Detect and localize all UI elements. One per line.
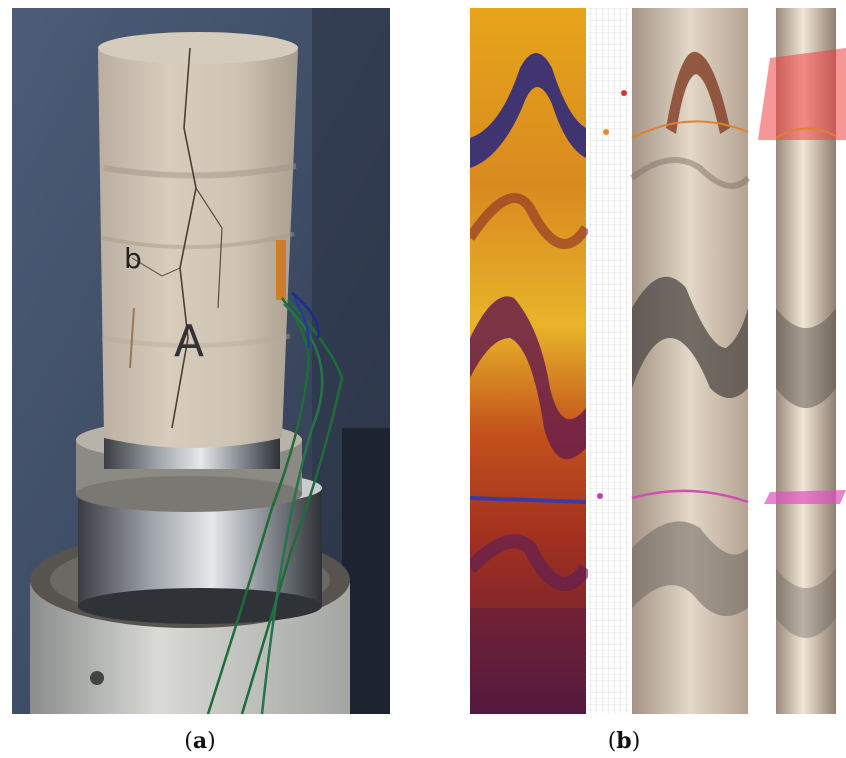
marker-dot-red bbox=[621, 90, 627, 96]
virtual-core-cylinder bbox=[758, 8, 846, 714]
heatmap-strip bbox=[470, 8, 592, 714]
marker-dot-magenta bbox=[597, 493, 603, 499]
caption-b-close: ) bbox=[631, 729, 641, 754]
marker-dot-orange bbox=[603, 129, 609, 135]
caption-b: (b) bbox=[584, 728, 664, 754]
grid-strip bbox=[588, 8, 630, 714]
fracture-plane-magenta bbox=[764, 490, 846, 504]
caption-b-open: ( bbox=[607, 729, 617, 754]
caption-a-open: ( bbox=[184, 729, 193, 754]
specimen-mark-a: A bbox=[174, 316, 204, 367]
panel-b-scans bbox=[470, 8, 846, 714]
core-scan-strips bbox=[470, 8, 846, 714]
unrolled-core-strip bbox=[630, 8, 751, 714]
caption-a-letter: a bbox=[192, 728, 208, 754]
caption-a-close: ) bbox=[207, 729, 216, 754]
specimen-photo: b A bbox=[12, 8, 390, 714]
caption-a: (a) bbox=[160, 728, 240, 754]
specimen-mark-b: b bbox=[124, 242, 142, 275]
caption-b-letter: b bbox=[616, 728, 632, 754]
fracture-plane-red bbox=[758, 48, 846, 140]
panel-a-photo: b A bbox=[12, 8, 390, 714]
